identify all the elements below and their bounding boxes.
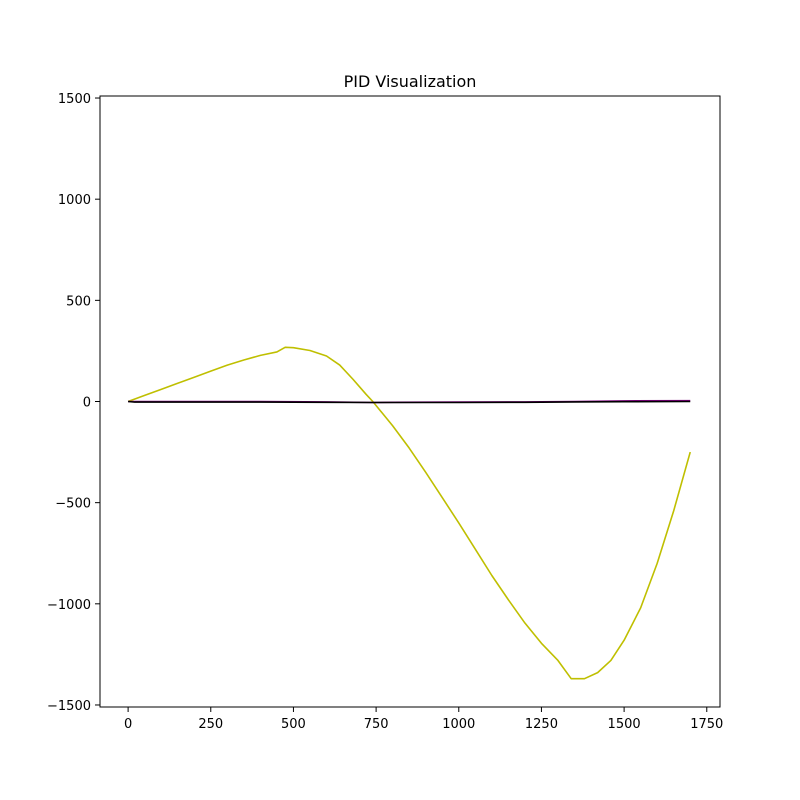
chart-title: PID Visualization xyxy=(344,72,477,91)
y-tick-label: 1500 xyxy=(58,92,91,107)
x-tick-label: 1500 xyxy=(608,717,641,732)
x-tick-label: 1250 xyxy=(525,717,558,732)
x-tick-label: 0 xyxy=(124,717,132,732)
y-tick-label: 500 xyxy=(66,294,91,309)
x-tick-label: 500 xyxy=(281,717,306,732)
y-tick-label: 1000 xyxy=(58,193,91,208)
x-tick-label: 750 xyxy=(364,717,389,732)
axes: 0 250 500 750 1000 1250 1500 1750 −1500 −1000 −500… xyxy=(47,92,723,732)
x-tick-label: 1000 xyxy=(442,717,475,732)
series-line-1 xyxy=(127,346,692,680)
y-tick-label: 0 xyxy=(83,396,91,411)
plot-area xyxy=(127,346,692,680)
x-tick-label: 1750 xyxy=(690,717,723,732)
x-tick-label: 250 xyxy=(198,717,223,732)
y-tick-label: −1000 xyxy=(47,598,91,613)
y-tick-label: −500 xyxy=(55,497,91,512)
series-line-3 xyxy=(128,400,691,404)
y-tick-label: −1500 xyxy=(47,699,91,714)
